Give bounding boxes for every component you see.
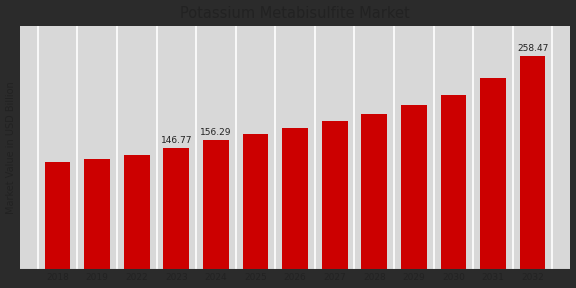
Text: 146.77: 146.77 (161, 136, 192, 145)
Title: Potassium Metabisulfite Market: Potassium Metabisulfite Market (180, 5, 410, 20)
Bar (282, 128, 308, 269)
Bar (84, 158, 110, 269)
Bar (164, 148, 189, 269)
Text: 258.47: 258.47 (517, 44, 548, 53)
Bar (441, 95, 466, 269)
Y-axis label: Market Value in USD Billion: Market Value in USD Billion (6, 81, 16, 214)
Bar (520, 56, 545, 269)
Text: 156.29: 156.29 (200, 128, 232, 137)
Bar (203, 140, 229, 269)
Bar (480, 78, 506, 269)
Bar (124, 155, 150, 269)
Bar (361, 114, 387, 269)
Bar (45, 162, 70, 269)
Bar (401, 105, 427, 269)
Bar (242, 134, 268, 269)
Bar (322, 122, 347, 269)
